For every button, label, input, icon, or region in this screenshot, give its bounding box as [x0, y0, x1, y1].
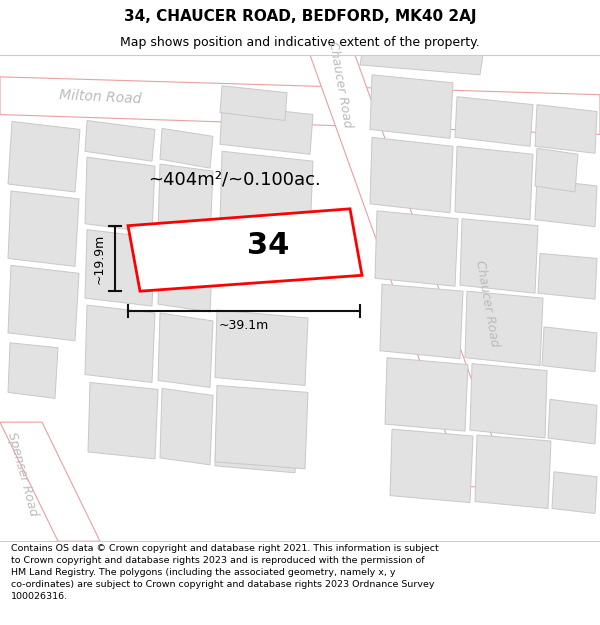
Polygon shape — [160, 388, 213, 465]
Polygon shape — [360, 53, 483, 75]
Text: ~404m²/~0.100ac.: ~404m²/~0.100ac. — [149, 170, 322, 188]
Polygon shape — [220, 86, 287, 121]
Polygon shape — [85, 229, 155, 306]
Polygon shape — [158, 238, 213, 312]
Text: Map shows position and indicative extent of the property.: Map shows position and indicative extent… — [120, 36, 480, 49]
Polygon shape — [535, 104, 597, 153]
Text: Chaucer Road: Chaucer Road — [473, 259, 501, 348]
Polygon shape — [215, 386, 308, 469]
Polygon shape — [85, 121, 155, 161]
Polygon shape — [158, 164, 213, 239]
Polygon shape — [475, 435, 551, 509]
Text: Contains OS data © Crown copyright and database right 2021. This information is : Contains OS data © Crown copyright and d… — [11, 544, 439, 601]
Polygon shape — [215, 405, 298, 472]
Polygon shape — [390, 429, 473, 503]
Polygon shape — [370, 75, 453, 138]
Polygon shape — [455, 146, 533, 220]
Polygon shape — [548, 399, 597, 444]
Polygon shape — [8, 121, 80, 192]
Polygon shape — [535, 148, 578, 192]
Text: 34: 34 — [247, 231, 289, 260]
Text: ~39.1m: ~39.1m — [219, 319, 269, 332]
Polygon shape — [455, 97, 533, 146]
Text: Spenser Road: Spenser Road — [5, 430, 40, 518]
Polygon shape — [85, 158, 155, 232]
Polygon shape — [8, 191, 79, 266]
Polygon shape — [375, 211, 458, 286]
Polygon shape — [0, 422, 100, 541]
Polygon shape — [215, 310, 308, 386]
Polygon shape — [465, 291, 543, 366]
Polygon shape — [370, 138, 453, 212]
Polygon shape — [460, 219, 538, 293]
Polygon shape — [380, 284, 463, 359]
Polygon shape — [85, 305, 155, 382]
Polygon shape — [158, 313, 213, 388]
Polygon shape — [220, 151, 313, 236]
Text: Milton Road: Milton Road — [59, 88, 142, 106]
Polygon shape — [535, 179, 597, 227]
Polygon shape — [542, 327, 597, 371]
Polygon shape — [88, 382, 158, 459]
Polygon shape — [552, 472, 597, 514]
Polygon shape — [160, 128, 213, 168]
Polygon shape — [220, 104, 313, 154]
Polygon shape — [8, 266, 79, 341]
Polygon shape — [128, 209, 362, 291]
Polygon shape — [538, 254, 597, 299]
Polygon shape — [470, 364, 547, 438]
Polygon shape — [310, 55, 510, 487]
Text: ~19.9m: ~19.9m — [92, 233, 106, 284]
Polygon shape — [0, 77, 600, 134]
Polygon shape — [385, 357, 468, 431]
Polygon shape — [8, 342, 58, 398]
Text: 34, CHAUCER ROAD, BEDFORD, MK40 2AJ: 34, CHAUCER ROAD, BEDFORD, MK40 2AJ — [124, 9, 476, 24]
Text: Chaucer Road: Chaucer Road — [326, 41, 354, 129]
